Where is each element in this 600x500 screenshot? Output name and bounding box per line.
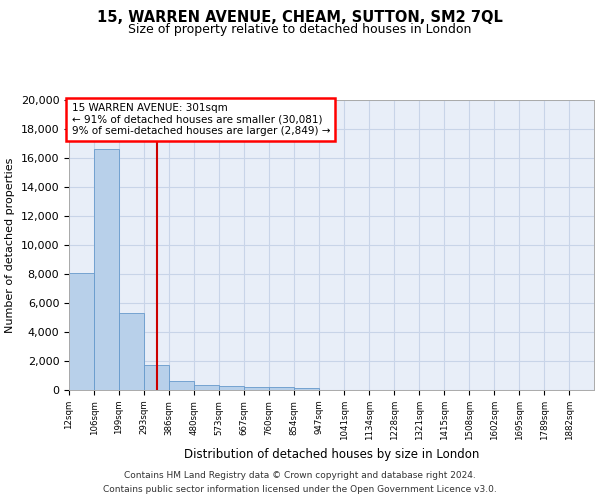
Bar [169,380,194,390]
Bar [94,150,119,390]
Bar [194,385,219,390]
Bar [244,386,269,390]
Bar [219,386,244,390]
Text: Size of property relative to detached houses in London: Size of property relative to detached ho… [128,22,472,36]
Bar [269,387,294,390]
Text: Contains HM Land Registry data © Crown copyright and database right 2024.: Contains HM Land Registry data © Crown c… [124,472,476,480]
Text: Contains public sector information licensed under the Open Government Licence v3: Contains public sector information licen… [103,484,497,494]
Bar [144,364,169,390]
Bar [294,388,319,390]
Text: 15 WARREN AVENUE: 301sqm
← 91% of detached houses are smaller (30,081)
9% of sem: 15 WARREN AVENUE: 301sqm ← 91% of detach… [71,103,330,136]
Bar [69,272,94,390]
Text: 15, WARREN AVENUE, CHEAM, SUTTON, SM2 7QL: 15, WARREN AVENUE, CHEAM, SUTTON, SM2 7Q… [97,10,503,25]
Bar [119,313,144,390]
X-axis label: Distribution of detached houses by size in London: Distribution of detached houses by size … [184,448,479,462]
Y-axis label: Number of detached properties: Number of detached properties [5,158,15,332]
